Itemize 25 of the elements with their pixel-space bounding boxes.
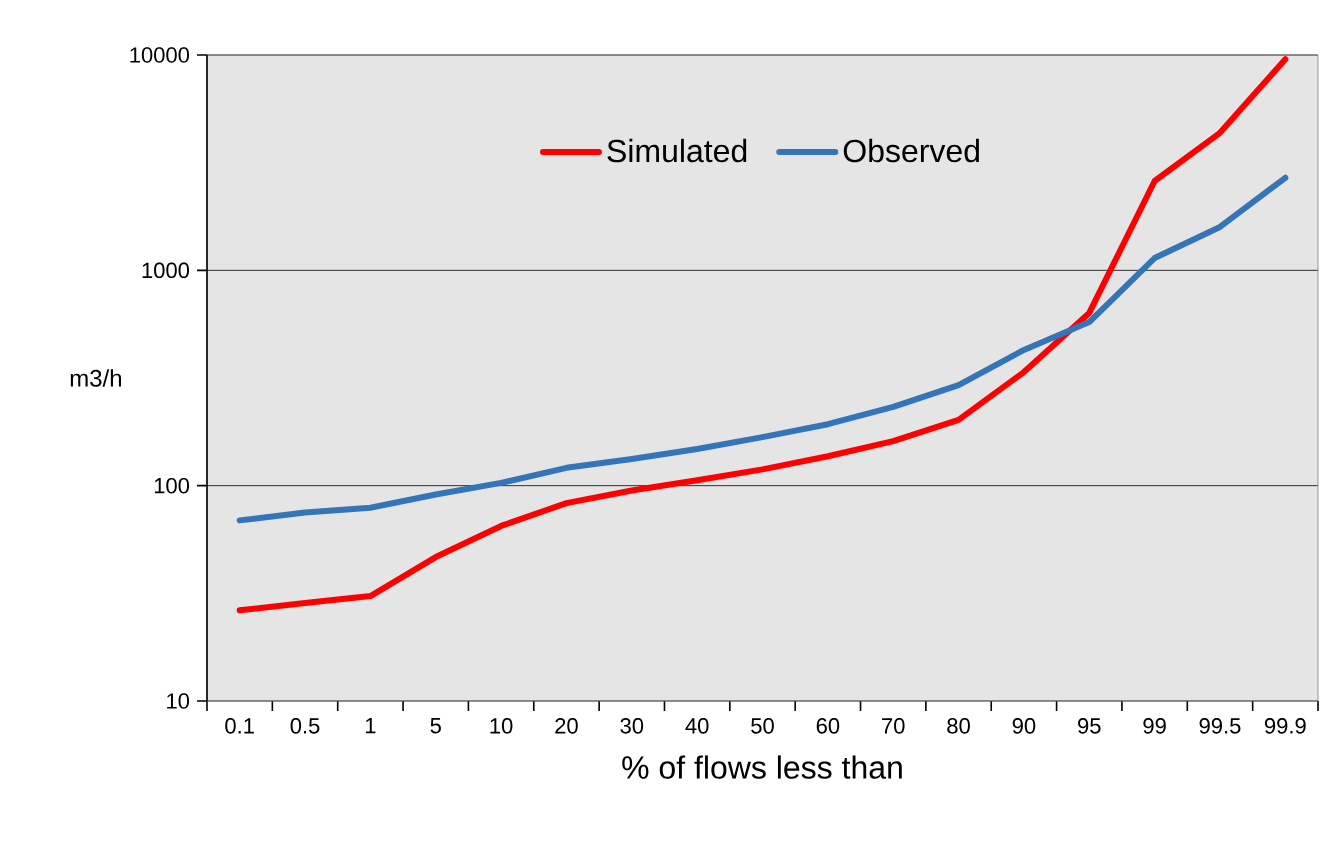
x-tick-label: 90 <box>1012 718 1036 734</box>
x-tick-label: 99 <box>1143 718 1166 734</box>
y-tick-label: 10000 <box>130 47 190 63</box>
y-tick-label: 1000 <box>142 262 190 279</box>
y-axis-title: m3/h <box>70 369 122 387</box>
x-tick-label: 30 <box>620 718 644 734</box>
x-axis-title: % of flows less than <box>622 755 902 779</box>
x-tick-label: 95 <box>1078 718 1101 734</box>
y-tick-label: 10 <box>167 693 190 709</box>
x-tick-label: 0.5 <box>290 718 320 734</box>
x-tick-label: 1 <box>365 718 376 734</box>
x-tick-label: 99.9 <box>1264 718 1306 734</box>
x-tick-label: 10 <box>490 718 513 734</box>
x-tick-label: 40 <box>685 718 709 734</box>
x-tick-label: 80 <box>947 718 970 734</box>
x-tick-label: 50 <box>751 718 774 734</box>
x-tick-label: 99.5 <box>1199 718 1241 734</box>
x-tick-label: 70 <box>882 718 905 734</box>
legend-label: Simulated <box>607 138 747 163</box>
legend-label: Observed <box>843 138 979 163</box>
x-tick-label: 60 <box>816 718 840 734</box>
x-tick-label: 5 <box>430 718 441 734</box>
x-tick-label: 20 <box>555 718 578 734</box>
y-tick-label: 100 <box>154 477 190 494</box>
x-tick-label: 0.1 <box>225 718 254 734</box>
